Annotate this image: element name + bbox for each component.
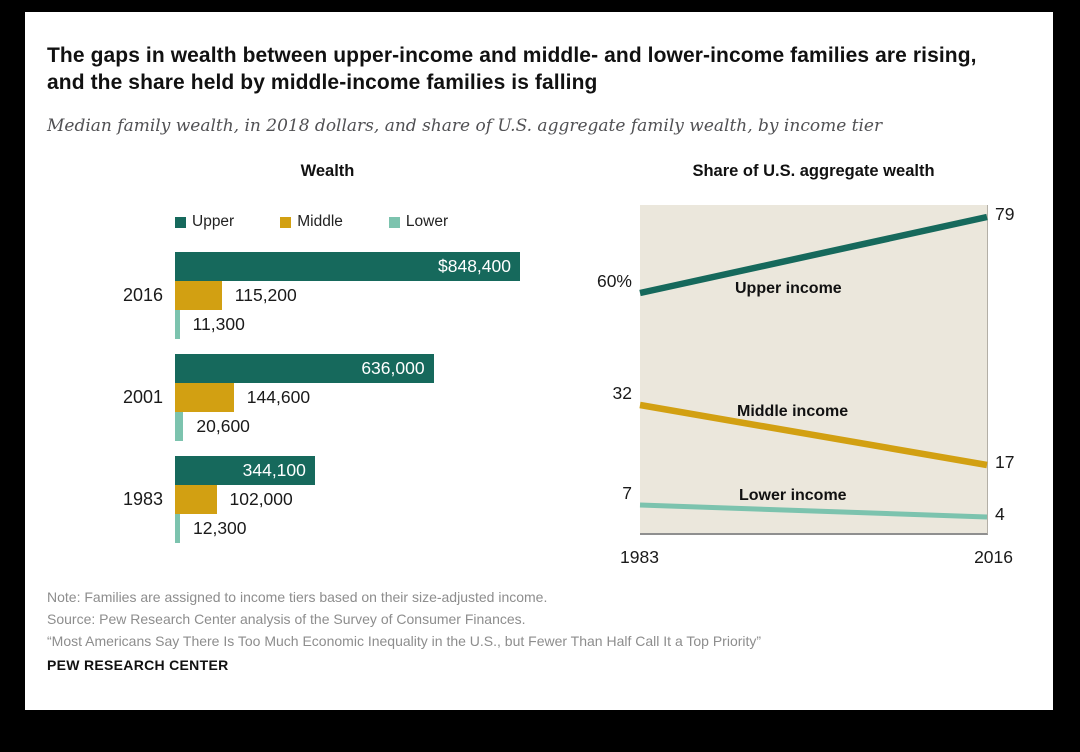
source-text: Source: Pew Research Center analysis of … <box>47 611 526 627</box>
bar-middle-2001 <box>175 383 234 412</box>
lower-income-line <box>639 502 988 520</box>
bar-row: 12,300 <box>175 514 575 543</box>
middle-income-line <box>639 401 988 469</box>
bar-row: 102,000 <box>175 485 575 514</box>
middle-end-value: 17 <box>995 452 1015 472</box>
bar-group-2016: 2016 $848,400 115,200 11,300 <box>123 252 575 339</box>
legend-label-upper: Upper <box>192 213 235 230</box>
lower-swatch-icon <box>388 216 400 228</box>
bar-lower-2001 <box>175 412 184 441</box>
legend-item-middle: Middle <box>280 213 343 231</box>
upper-start-value: 60% <box>596 271 632 291</box>
bar-chart-legend: Upper Middle Lower <box>175 213 448 231</box>
category-label-1983: 1983 <box>122 489 163 509</box>
middle-swatch-icon <box>280 216 292 228</box>
bar-lower-2016 <box>175 310 180 339</box>
page-subtitle: Median family wealth, in 2018 dollars, a… <box>47 116 883 136</box>
line-chart-canvas <box>639 213 988 520</box>
bar-group-1983: 1983 344,100 102,000 12,300 <box>123 456 575 543</box>
infographic-card: The gaps in wealth between upper-income … <box>25 12 1053 710</box>
bar-chart-title: Wealth <box>300 162 355 180</box>
bar-middle-2016 <box>175 281 222 310</box>
legend-item-lower: Lower <box>388 213 449 231</box>
note-text: Note: Families are assigned to income ti… <box>47 589 548 605</box>
upper-income-line <box>639 213 988 297</box>
bar-value-label: $848,400 <box>438 256 511 276</box>
footer-notes: Note: Families are assigned to income ti… <box>47 586 761 652</box>
bar-value-label: 144,600 <box>246 387 311 407</box>
series-label-upper-income: Upper income <box>735 280 842 297</box>
line-chart-plot-area <box>639 205 988 535</box>
bar-row: $848,400 <box>175 252 575 281</box>
bar-row: 115,200 <box>175 281 575 310</box>
bar-group-2001: 2001 636,000 144,600 20,600 <box>123 354 575 441</box>
bar-upper-2016: $848,400 <box>175 252 520 281</box>
upper-end-value: 79 <box>995 204 1015 224</box>
category-label-2016: 2016 <box>122 285 163 305</box>
line-chart-title: Share of U.S. aggregate wealth <box>692 162 935 180</box>
page-title: The gaps in wealth between upper-income … <box>47 44 977 95</box>
bar-row: 144,600 <box>175 383 575 412</box>
legend-item-upper: Upper <box>175 213 234 231</box>
series-label-lower-income: Lower income <box>739 487 847 504</box>
upper-swatch-icon <box>175 216 186 228</box>
bar-value-label: 636,000 <box>361 358 425 378</box>
series-label-middle-income: Middle income <box>737 403 849 420</box>
aggregate-share-line-chart: Share of U.S. aggregate wealth Upper inc… <box>597 158 1053 598</box>
bar-middle-1983 <box>175 485 217 514</box>
bar-upper-2001: 636,000 <box>175 354 434 383</box>
bar-lower-1983 <box>175 514 180 543</box>
bar-value-label: 115,200 <box>234 285 297 305</box>
brand-label: PEW RESEARCH CENTER <box>47 657 229 673</box>
bar-value-label: 11,300 <box>192 314 245 334</box>
bar-row: 636,000 <box>175 354 575 383</box>
bar-row: 11,300 <box>175 310 575 339</box>
bar-row: 20,600 <box>175 412 575 441</box>
bar-upper-1983: 344,100 <box>175 456 315 485</box>
x-tick-1983: 1983 <box>620 547 659 567</box>
x-axis: 1983 2016 <box>620 547 1013 569</box>
bar-value-label: 12,300 <box>193 518 247 538</box>
bar-value-label: 20,600 <box>196 416 250 436</box>
lower-start-value: 7 <box>622 483 632 503</box>
wealth-bar-chart: Wealth Upper Middle Lower 2016 $848,400 <box>25 158 585 558</box>
bar-row: 344,100 <box>175 456 575 485</box>
legend-label-lower: Lower <box>405 213 449 230</box>
middle-start-value: 32 <box>612 383 632 403</box>
report-title-text: “Most Americans Say There Is Too Much Ec… <box>47 633 762 649</box>
bar-value-label: 102,000 <box>229 489 293 509</box>
category-label-2001: 2001 <box>122 387 163 407</box>
x-tick-2016: 2016 <box>974 547 1013 567</box>
legend-label-middle: Middle <box>297 213 343 230</box>
bar-value-label: 344,100 <box>242 460 306 480</box>
lower-end-value: 4 <box>995 504 1005 524</box>
